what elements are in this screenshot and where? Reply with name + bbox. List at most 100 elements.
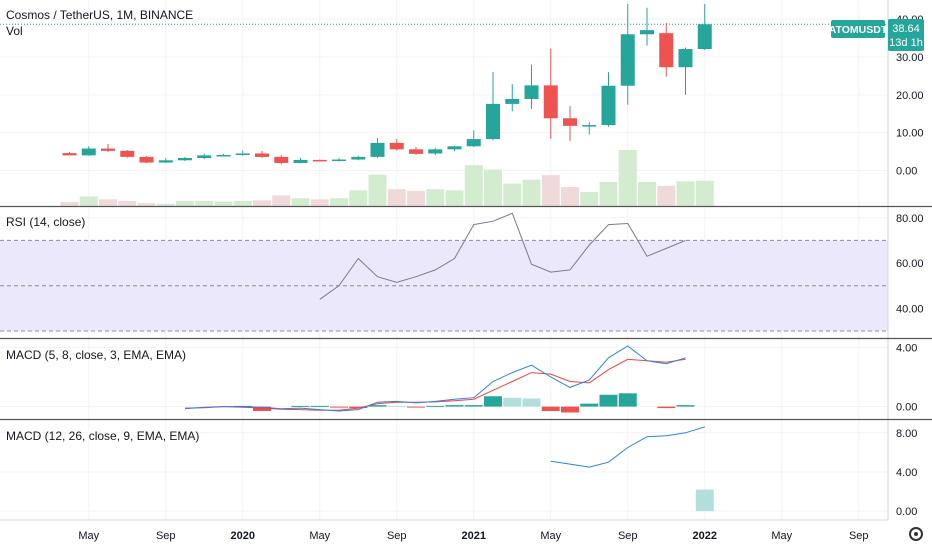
candle-body xyxy=(216,154,231,157)
volume-bar xyxy=(484,169,502,206)
candle-body xyxy=(601,85,616,126)
macd-histogram-bar xyxy=(580,403,599,407)
candle-body xyxy=(293,159,308,163)
candle-body xyxy=(543,85,558,119)
y-tick-label: 80.00 xyxy=(896,213,924,225)
volume-bar xyxy=(695,180,714,206)
candle-body xyxy=(101,148,115,151)
volume-bar xyxy=(99,199,117,206)
volume-bar xyxy=(618,150,637,206)
x-tick-label: Sep xyxy=(849,530,869,542)
volume-bar xyxy=(541,175,560,206)
y-tick-label: 8.00 xyxy=(896,428,917,440)
candle-body xyxy=(659,33,674,68)
volume-bar xyxy=(156,203,175,206)
volume-bar xyxy=(330,198,348,206)
volume-bar xyxy=(464,165,483,206)
volume-bar xyxy=(387,189,406,206)
volume-bar xyxy=(657,185,676,206)
candle-body xyxy=(351,156,366,160)
y-tick-label: 10.00 xyxy=(896,128,924,140)
volume-bar xyxy=(137,203,156,206)
macd-histogram-bar xyxy=(426,405,445,407)
volume-bar xyxy=(176,200,194,206)
candle-body xyxy=(197,155,212,159)
y-tick-label: 30.00 xyxy=(896,52,924,64)
candle-body xyxy=(563,118,577,126)
macd-histogram-bar xyxy=(253,406,271,412)
candle-body xyxy=(447,146,462,150)
macd-fast-pane[interactable] xyxy=(184,345,695,413)
price-pane[interactable] xyxy=(0,4,888,206)
volume-bar xyxy=(291,198,310,206)
macd-histogram-bar xyxy=(445,405,464,407)
volume-bar xyxy=(561,186,579,206)
volume-bar xyxy=(118,200,137,206)
macd-histogram-bar xyxy=(464,405,483,407)
candle-body xyxy=(389,142,404,150)
volume-bar xyxy=(503,183,522,206)
macd-histogram-bar xyxy=(484,396,502,407)
volume-label: Vol xyxy=(6,24,23,38)
gear-icon-hub xyxy=(914,532,918,536)
volume-bar xyxy=(445,190,464,206)
macd-histogram-bar xyxy=(407,406,425,408)
candle-body xyxy=(524,85,539,99)
rsi-line xyxy=(319,212,686,300)
macd-line xyxy=(550,426,705,468)
volume-bar xyxy=(522,179,541,206)
x-tick-label: Sep xyxy=(618,530,638,542)
volume-bar xyxy=(214,201,233,206)
macd-histogram-bar xyxy=(695,489,714,512)
macd-histogram-bar xyxy=(618,393,637,407)
price-badge xyxy=(888,19,924,51)
candle-body xyxy=(409,149,423,154)
macd-histogram-bar xyxy=(541,406,560,412)
x-tick-label: 2022 xyxy=(693,530,717,542)
macd-slow-legend: MACD (12, 26, close, 9, EMA, EMA) xyxy=(6,429,199,443)
symbol-badge-text: ATOMUSDT xyxy=(829,24,888,36)
volume-bar xyxy=(272,195,291,206)
candle-body xyxy=(678,49,693,68)
macd-histogram-bar xyxy=(291,405,310,407)
candle-body xyxy=(139,156,154,163)
volume-bar xyxy=(426,189,445,206)
y-tick-label: 20.00 xyxy=(896,90,924,102)
macd-histogram-bar xyxy=(657,406,676,409)
candle-body xyxy=(235,153,250,155)
gear-icon[interactable] xyxy=(906,524,926,544)
volume-bar xyxy=(368,174,387,206)
gear-icon-ring xyxy=(909,527,923,541)
candle-body xyxy=(428,149,443,154)
y-tick-label: 0.00 xyxy=(896,166,917,178)
pane-separators[interactable] xyxy=(0,205,932,421)
macd-histogram-bar xyxy=(503,397,522,407)
x-tick-label: Sep xyxy=(156,530,176,542)
price-badge-value: 38.64 xyxy=(892,23,920,35)
candle-body xyxy=(466,139,481,147)
y-tick-label: 60.00 xyxy=(896,258,924,270)
volume-bar xyxy=(599,181,618,206)
rsi-pane[interactable] xyxy=(0,212,888,332)
y-tick-label: 4.00 xyxy=(896,342,917,354)
candle-body xyxy=(274,156,289,163)
x-tick-label: May xyxy=(78,530,99,542)
macd-histogram-bar xyxy=(368,405,387,407)
candle-body xyxy=(332,159,346,162)
x-tick-label: 2020 xyxy=(231,530,255,542)
x-tick-label: May xyxy=(771,530,792,542)
candle-body xyxy=(620,34,635,86)
macd-line xyxy=(184,345,686,412)
macd-histogram-bar xyxy=(349,406,368,409)
candle-body xyxy=(81,148,96,156)
macd-slow-pane[interactable] xyxy=(550,426,714,512)
x-tick-label: 2021 xyxy=(462,530,486,542)
volume-bar xyxy=(233,200,252,206)
price-badge-countdown: 13d 1h xyxy=(889,37,923,49)
volume-bar xyxy=(638,181,656,206)
candle-body xyxy=(158,160,173,163)
volume-bar xyxy=(310,199,329,206)
macd-histogram-bar xyxy=(330,406,348,408)
volume-bar xyxy=(253,200,271,206)
